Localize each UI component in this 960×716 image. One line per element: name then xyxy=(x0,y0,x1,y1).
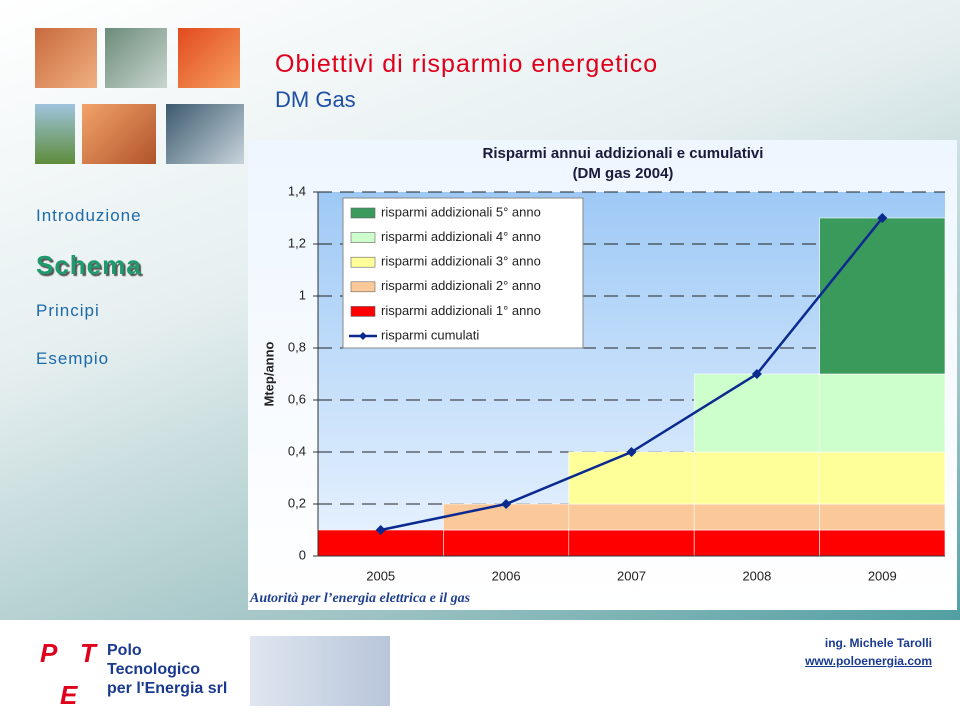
photo xyxy=(35,28,97,88)
x-tick-label: 2008 xyxy=(742,568,771,583)
legend-marker xyxy=(359,332,367,340)
slide-title: Obiettivi di risparmio energetico xyxy=(275,50,659,78)
legend-swatch xyxy=(350,232,376,243)
legend-label: risparmi addizionali 2° anno xyxy=(381,278,541,293)
website[interactable]: www.poloenergia.com xyxy=(805,654,932,668)
y-tick-label: 0,2 xyxy=(288,495,306,510)
bar-segment xyxy=(693,373,820,453)
nav-item[interactable]: Esempio xyxy=(36,349,110,368)
line-marker xyxy=(626,447,637,457)
legend-swatch xyxy=(350,306,376,317)
y-tick-label: 0 xyxy=(299,547,306,562)
y-tick-label: 0,4 xyxy=(288,443,306,458)
bar-segment xyxy=(693,529,820,557)
bar-segment xyxy=(693,451,820,505)
footer xyxy=(0,620,960,716)
legend-swatch xyxy=(350,207,376,219)
bar-segment xyxy=(568,451,695,505)
x-tick-label: 2006 xyxy=(492,568,521,583)
logo-letter: T xyxy=(80,638,96,668)
bar-segment xyxy=(819,503,946,531)
photo xyxy=(82,104,156,164)
line-marker xyxy=(751,369,762,379)
nav-item[interactable]: Principi xyxy=(36,301,100,320)
chart-subtitle: (DM gas 2004) xyxy=(573,165,674,182)
x-tick-label: 2005 xyxy=(366,568,395,583)
legend-label: risparmi addizionali 5° anno xyxy=(381,204,541,219)
legend-label: risparmi addizionali 1° anno xyxy=(381,303,541,318)
company-name: per l'Energia srl xyxy=(107,680,228,697)
author: ing. Michele Tarolli xyxy=(824,636,932,650)
company-name: Polo xyxy=(107,642,142,659)
photo xyxy=(166,104,244,164)
line-marker xyxy=(877,213,888,223)
bar-segment xyxy=(819,373,946,453)
photo xyxy=(35,104,75,164)
bar-segment xyxy=(693,503,820,531)
bar-segment xyxy=(568,503,695,531)
legend-swatch xyxy=(350,256,376,268)
bar-segment xyxy=(443,529,570,557)
legend-swatch xyxy=(350,281,376,293)
y-tick-label: 0,6 xyxy=(288,391,306,406)
x-tick-label: 2007 xyxy=(617,568,646,583)
y-tick-label: 1,2 xyxy=(288,235,306,250)
y-axis-label: Mtep/anno xyxy=(261,341,276,406)
nav-item-active[interactable]: Schema xyxy=(36,250,142,280)
bar-segment xyxy=(819,529,946,557)
photo xyxy=(178,28,240,88)
photo xyxy=(105,28,167,88)
y-tick-label: 0,8 xyxy=(288,339,306,354)
logo-letter: E xyxy=(60,680,78,710)
bar-segment xyxy=(568,529,695,557)
y-tick-label: 1 xyxy=(299,287,306,302)
chart: Risparmi annui addizionali e cumulativi … xyxy=(248,140,957,610)
company-name: Tecnologico xyxy=(107,661,201,678)
legend-label: risparmi addizionali 4° anno xyxy=(381,229,541,244)
nav-item[interactable]: Introduzione xyxy=(36,206,142,225)
line-marker xyxy=(375,525,386,535)
bar-segment xyxy=(819,451,946,505)
bar-segment xyxy=(819,217,946,375)
legend-label: risparmi cumulati xyxy=(381,327,479,342)
chart-title: Risparmi annui addizionali e cumulativi xyxy=(483,145,764,162)
legend-label: risparmi addizionali 3° anno xyxy=(381,254,541,269)
legend-box xyxy=(342,197,584,349)
source: Autorità per l’energia elettrica e il ga… xyxy=(249,591,471,606)
slide-subtitle: DM Gas xyxy=(275,87,356,112)
x-tick-label: 2009 xyxy=(868,568,897,583)
line-marker xyxy=(501,499,512,509)
logo-letter: P xyxy=(40,638,58,668)
certification-logos xyxy=(250,636,390,706)
y-tick-label: 1,4 xyxy=(288,183,306,198)
